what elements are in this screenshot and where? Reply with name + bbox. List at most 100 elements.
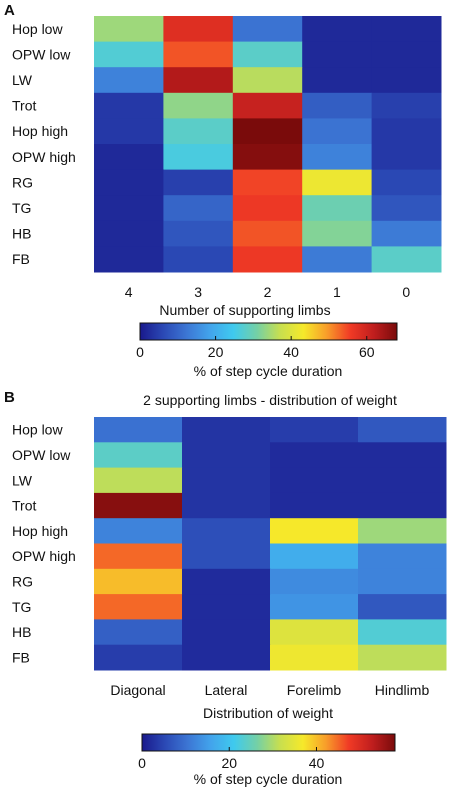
heatmap-b-cell-r0-c3 bbox=[358, 417, 447, 443]
heatmap-b-cell-r4-c3 bbox=[358, 518, 447, 544]
heatmap-b-cell-r0-c2 bbox=[270, 417, 359, 443]
heatmap-a-cell-r2-c2 bbox=[232, 67, 303, 94]
heatmap-a-cell-r3-c0 bbox=[94, 92, 164, 119]
heatmap-b-cell-r9-c2 bbox=[270, 644, 359, 671]
heatmap-b-row-label-8: HB bbox=[12, 624, 31, 640]
heatmap-a-row-label-8: HB bbox=[12, 226, 31, 242]
heatmap-a-cell-r1-c4 bbox=[371, 41, 442, 68]
heatmap-a-cell-r0-c1 bbox=[163, 16, 234, 43]
heatmap-b-cell-r0-c1 bbox=[182, 417, 271, 443]
colorbar-a-tick-label-0: 0 bbox=[136, 344, 144, 360]
heatmap-b-cell-r2-c3 bbox=[358, 467, 447, 494]
heatmap-b-cell-r8-c1 bbox=[182, 619, 271, 646]
heatmap-a-cell-r6-c4 bbox=[371, 169, 442, 196]
heatmap-b bbox=[94, 417, 447, 671]
heatmap-b-column-label-0: Diagonal bbox=[110, 682, 165, 698]
heatmap-b-cell-r5-c3 bbox=[358, 543, 447, 570]
heatmap-a-cell-r2-c1 bbox=[163, 67, 234, 94]
heatmap-a-cell-r6-c3 bbox=[302, 169, 373, 196]
heatmap-a-cell-r8-c2 bbox=[232, 220, 303, 247]
heatmap-a-row-label-3: Trot bbox=[12, 98, 36, 114]
heatmap-a-cell-r4-c2 bbox=[232, 118, 303, 145]
heatmap-b-cell-r9-c0 bbox=[94, 644, 183, 671]
colorbar-b-tick-label-0: 0 bbox=[138, 755, 146, 771]
heatmap-b-cell-r3-c1 bbox=[182, 492, 271, 519]
heatmap-b-cell-r3-c2 bbox=[270, 492, 359, 519]
colorbar-a-tick-label-2: 40 bbox=[283, 344, 299, 360]
heatmap-a-cell-r1-c2 bbox=[232, 41, 303, 68]
heatmap-a-cell-r2-c3 bbox=[302, 67, 373, 94]
colorbar-a-gradient bbox=[139, 322, 398, 341]
heatmap-b-cell-r1-c0 bbox=[94, 442, 183, 469]
heatmap-b-cell-r5-c2 bbox=[270, 543, 359, 570]
heatmap-a-cell-r3-c4 bbox=[371, 92, 442, 119]
heatmap-b-cell-r7-c3 bbox=[358, 594, 447, 620]
heatmap-a-cell-r0-c2 bbox=[232, 16, 303, 43]
heatmap-b-cell-r2-c0 bbox=[94, 467, 183, 494]
panel-b-letter: B bbox=[4, 389, 15, 406]
heatmap-b-cell-r7-c1 bbox=[182, 594, 271, 620]
heatmap-b-cell-r9-c3 bbox=[358, 644, 447, 671]
heatmap-a-row-label-7: TG bbox=[12, 200, 31, 216]
heatmap-a-cell-r1-c3 bbox=[302, 41, 373, 68]
heatmap-b-row-label-3: Trot bbox=[12, 498, 36, 514]
heatmap-b-row-label-0: Hop low bbox=[12, 422, 63, 438]
heatmap-b-cell-r8-c2 bbox=[270, 619, 359, 646]
heatmap-a-cell-r5-c1 bbox=[163, 144, 234, 171]
colorbar-b-ticks: 0 20 40 bbox=[138, 747, 324, 771]
heatmap-a-cell-r8-c1 bbox=[163, 220, 234, 247]
heatmap-a-cell-r0-c3 bbox=[302, 16, 373, 43]
heatmap-b-cell-r8-c0 bbox=[94, 619, 183, 646]
heatmap-b-column-label-3: Hindlimb bbox=[375, 682, 430, 698]
heatmap-a-cell-r7-c2 bbox=[232, 195, 303, 222]
heatmap-a-column-labels: 4 3 2 1 0 bbox=[125, 284, 411, 300]
heatmap-b-cell-r5-c0 bbox=[94, 543, 183, 570]
heatmap-b-column-label-2: Forelimb bbox=[287, 682, 342, 698]
heatmap-b-cell-r6-c2 bbox=[270, 568, 359, 595]
colorbar-b-tick-label-1: 20 bbox=[221, 755, 237, 771]
heatmap-b-cell-r3-c0 bbox=[94, 492, 183, 519]
heatmap-b-column-label-1: Lateral bbox=[205, 682, 248, 698]
heatmap-b-cell-r3-c3 bbox=[358, 492, 447, 519]
heatmap-a-cell-r3-c2 bbox=[232, 92, 303, 119]
heatmap-b-row-label-7: TG bbox=[12, 599, 31, 615]
heatmap-b-cell-r6-c0 bbox=[94, 568, 183, 595]
heatmap-a-cell-r8-c0 bbox=[94, 220, 164, 247]
heatmap-a-cell-r3-c1 bbox=[163, 92, 234, 119]
heatmap-b-cell-r7-c0 bbox=[94, 594, 183, 620]
heatmap-b-row-label-9: FB bbox=[12, 649, 30, 665]
heatmap-a bbox=[94, 16, 442, 273]
colorbar-a-tick-label-3: 60 bbox=[359, 344, 375, 360]
heatmap-a-cell-r9-c0 bbox=[94, 246, 164, 273]
heatmap-a-cell-r6-c2 bbox=[232, 169, 303, 196]
heatmap-b-row-labels: Hop low OPW low LW Trot Hop high OPW high RG TG… bbox=[12, 422, 76, 666]
panel-b-title: 2 supporting limbs - distribution of wei… bbox=[143, 392, 397, 408]
heatmap-a-row-label-9: FB bbox=[12, 251, 30, 267]
heatmap-a-cell-r5-c0 bbox=[94, 144, 164, 171]
heatmap-a-row-label-0: Hop low bbox=[12, 21, 63, 37]
heatmap-a-column-label-4: 0 bbox=[402, 284, 410, 300]
heatmap-a-cell-r9-c4 bbox=[371, 246, 442, 273]
x-axis-title-a: Number of supporting limbs bbox=[159, 302, 330, 318]
heatmap-a-cell-r4-c3 bbox=[302, 118, 373, 145]
heatmap-a-column-label-2: 2 bbox=[264, 284, 272, 300]
heatmap-b-column-labels: Diagonal Lateral Forelimb Hindlimb bbox=[110, 682, 429, 698]
heatmap-a-cell-r0-c0 bbox=[94, 16, 164, 43]
heatmap-a-cell-r1-c1 bbox=[163, 41, 234, 68]
heatmap-b-cell-r8-c3 bbox=[358, 619, 447, 646]
heatmap-a-cell-r7-c1 bbox=[163, 195, 234, 222]
heatmap-a-cell-r4-c0 bbox=[94, 118, 164, 145]
heatmap-a-cell-r5-c3 bbox=[302, 144, 373, 171]
heatmap-a-column-label-1: 3 bbox=[194, 284, 202, 300]
heatmap-b-cell-r1-c1 bbox=[182, 442, 271, 469]
heatmap-b-row-label-4: Hop high bbox=[12, 523, 68, 539]
panel-a: A Hop low OPW low LW Trot Hop high OPW high RG… bbox=[4, 2, 442, 379]
heatmap-a-cell-r2-c0 bbox=[94, 67, 164, 94]
colorbar-b-label: % of step cycle duration bbox=[194, 771, 343, 787]
colorbar-b-tick-label-2: 40 bbox=[309, 755, 325, 771]
panel-a-letter: A bbox=[4, 2, 15, 19]
heatmap-b-cell-r4-c0 bbox=[94, 518, 183, 544]
colorbar-a: 0 20 40 60 % of step cycle duration bbox=[136, 322, 398, 379]
heatmap-b-cell-r4-c1 bbox=[182, 518, 271, 544]
